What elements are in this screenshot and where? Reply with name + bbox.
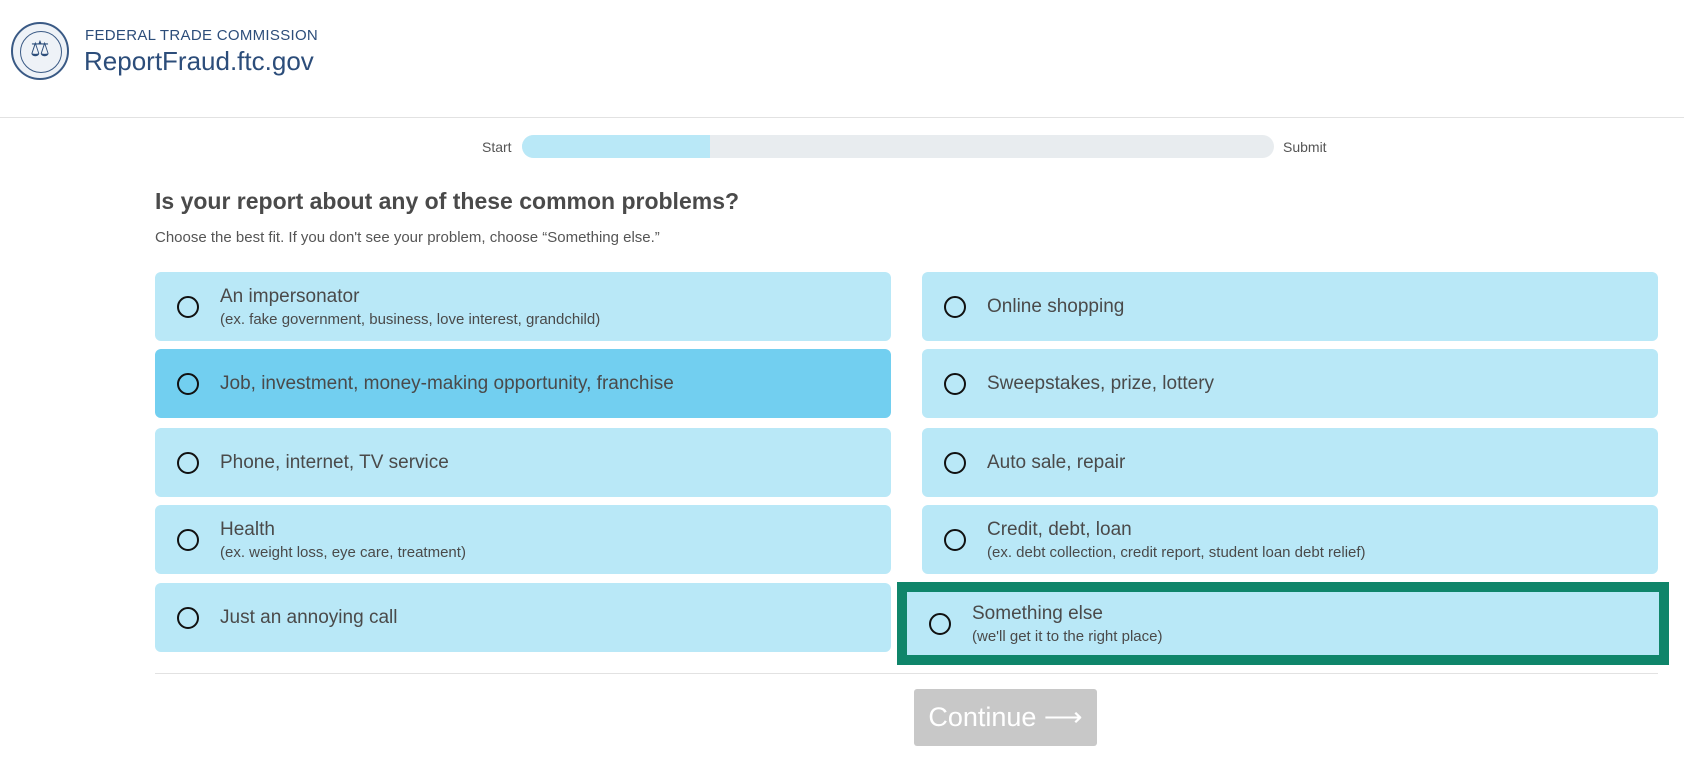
option-something-else[interactable]: Something else (we'll get it to the right… (907, 592, 1659, 655)
divider (155, 673, 1658, 674)
option-phone-internet-tv-service[interactable]: Phone, internet, TV service (155, 428, 891, 497)
option-label: Just an annoying call (220, 606, 398, 628)
progress-start-label: Start (482, 139, 512, 155)
option-an-impersonator[interactable]: An impersonator (ex. fake government, bus… (155, 272, 891, 341)
option-text: Just an annoying call (220, 607, 397, 629)
option-health[interactable]: Health (ex. weight loss, eye care, treatm… (155, 505, 891, 574)
radio-button[interactable] (177, 295, 199, 318)
option-online-shopping[interactable]: Online shopping (922, 272, 1658, 341)
option-text: Something else (we'll get it to the right… (972, 603, 1162, 645)
radio-button[interactable] (944, 295, 966, 318)
option-hint: (ex. fake government, business, love int… (220, 310, 601, 328)
option-text: Sweepstakes, prize, lottery (987, 373, 1214, 395)
option-text: An impersonator (ex. fake government, bus… (220, 286, 600, 328)
progress-fill (522, 135, 710, 158)
site-header: FEDERAL TRADE COMMISSION ReportFraud.ftc… (0, 0, 1684, 118)
ftc-seal-logo[interactable] (11, 22, 69, 80)
progress-bar (522, 135, 1274, 158)
progress-end-label: Submit (1283, 139, 1327, 155)
radio-button[interactable] (944, 372, 966, 395)
option-label: Credit, debt, loan (987, 518, 1132, 540)
radio-button[interactable] (944, 528, 966, 551)
option-label: Something else (972, 602, 1103, 624)
option-hint: (ex. weight loss, eye care, treatment) (220, 543, 466, 561)
radio-button[interactable] (944, 451, 966, 474)
continue-button[interactable]: Continue ⟶ (914, 689, 1097, 746)
option-hint: (we'll get it to the right place) (972, 627, 1163, 645)
option-credit-debt-loan[interactable]: Credit, debt, loan (ex. debt collection, … (922, 505, 1658, 574)
radio-button[interactable] (177, 606, 199, 629)
option-job-investment-money-making-opportunity-franchise[interactable]: Job, investment, money-making opportunit… (155, 349, 891, 418)
option-text: Credit, debt, loan (ex. debt collection, … (987, 519, 1366, 561)
option-label: Online shopping (987, 295, 1125, 317)
radio-button[interactable] (929, 612, 951, 635)
page-title: Is your report about any of these common… (155, 188, 740, 214)
option-hint: (ex. debt collection, credit report, stu… (987, 543, 1366, 561)
site-name[interactable]: ReportFraud.ftc.gov (84, 46, 314, 76)
option-auto-sale-repair[interactable]: Auto sale, repair (922, 428, 1658, 497)
agency-name: FEDERAL TRADE COMMISSION (85, 27, 319, 44)
option-label: An impersonator (220, 285, 360, 307)
option-label: Job, investment, money-making opportunit… (220, 372, 674, 394)
option-text: Phone, internet, TV service (220, 452, 449, 474)
option-just-an-annoying-call[interactable]: Just an annoying call (155, 583, 891, 652)
radio-button[interactable] (177, 451, 199, 474)
option-label: Auto sale, repair (987, 451, 1126, 473)
option-sweepstakes-prize-lottery[interactable]: Sweepstakes, prize, lottery (922, 349, 1658, 418)
radio-button[interactable] (177, 372, 199, 395)
option-text: Auto sale, repair (987, 452, 1125, 474)
option-text: Health (ex. weight loss, eye care, treatm… (220, 519, 466, 561)
option-text: Job, investment, money-making opportunit… (220, 373, 674, 395)
page-subtitle: Choose the best fit. If you don't see yo… (155, 229, 660, 246)
radio-button[interactable] (177, 528, 199, 551)
option-label: Phone, internet, TV service (220, 451, 449, 473)
focus-ring (897, 582, 1669, 665)
option-label: Sweepstakes, prize, lottery (987, 372, 1215, 394)
option-label: Health (220, 518, 275, 540)
option-text: Online shopping (987, 296, 1124, 318)
